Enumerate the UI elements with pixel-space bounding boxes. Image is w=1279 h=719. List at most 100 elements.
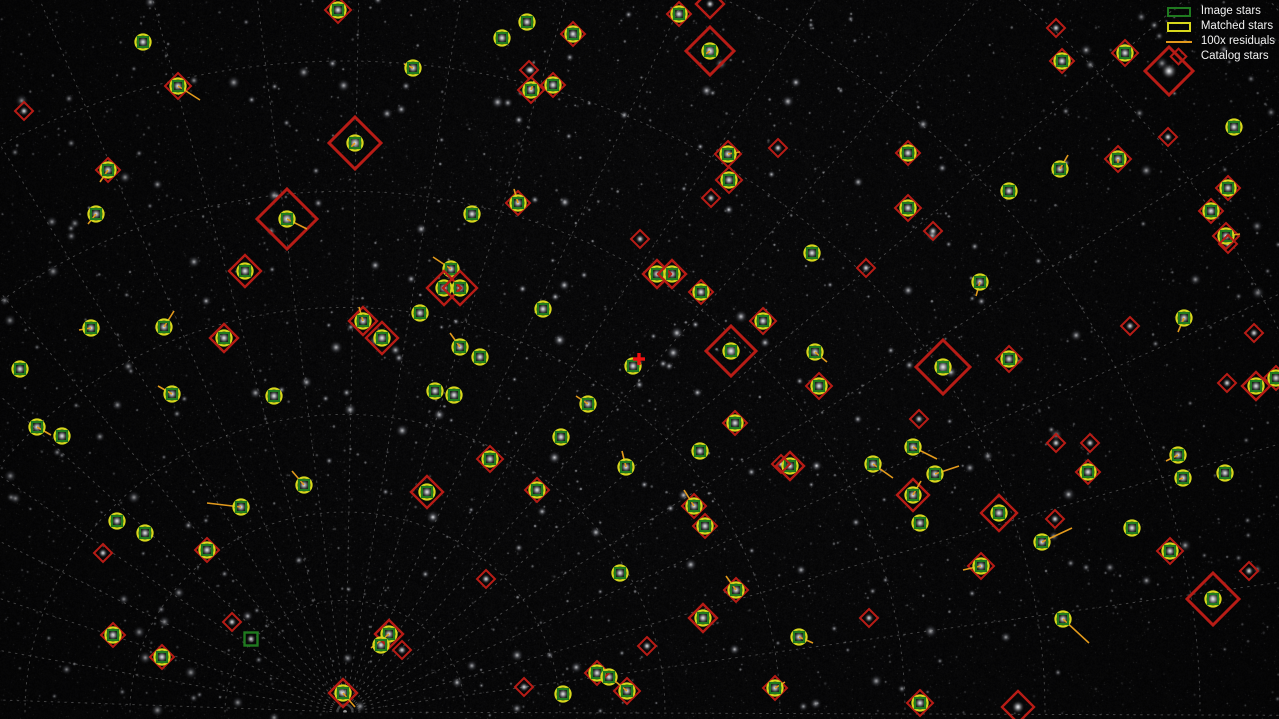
image-star-square [866,457,880,471]
matched-star-circle [701,42,719,60]
catalog-star-diamond [326,114,384,172]
catalog-star-diamond [636,635,658,657]
catalog-star-diamond [913,337,973,397]
matched-star-circle [618,682,636,700]
matched-star-circle [1054,610,1072,628]
image-star-square [805,246,819,260]
image-star-square [1206,592,1220,606]
catalog-star-diamond [364,320,400,356]
matched-star-circle [1247,377,1265,395]
matched-star-circle [329,1,347,19]
image-star-square [1227,120,1241,134]
matched-star-circle [426,382,444,400]
catalog-star-diamond [1000,689,1036,719]
residual-line [432,256,452,270]
image-star-square [1035,535,1049,549]
matched-star-circle [806,343,824,361]
catalog-star-diamond [694,0,726,20]
matched-star-circle [1174,469,1192,487]
catalog-star-diamond [193,536,221,564]
matched-star-circle [451,338,469,356]
catalog-star-diamond [1216,372,1238,394]
catalog-star-diamond [163,71,193,101]
image-star-square [453,281,467,295]
matched-star-circle [971,273,989,291]
image-star-square [89,207,103,221]
matched-star-circle [334,684,352,702]
matched-star-circle [354,312,372,330]
catalog-star-diamond [680,492,708,520]
matched-star-circle [528,481,546,499]
catalog-star-diamond [583,659,611,687]
matched-star-circle [972,557,990,575]
matched-star-circle [554,685,572,703]
image-star-square [792,630,806,644]
legend-item-matched-stars: Matched stars [1164,19,1275,34]
image-star-square [155,650,169,664]
matched-star-circle [754,312,772,330]
matched-star-circle [1116,44,1134,62]
image-star-square [138,526,152,540]
legend-item-residuals: 100x residuals [1164,34,1275,49]
image-star-square [530,483,544,497]
residual-line [683,489,695,507]
image-star-square [556,687,570,701]
matched-star-circle [1079,463,1097,481]
matched-star-circle [445,386,463,404]
matched-star-circle [1000,350,1018,368]
image-star-square [1171,448,1185,462]
catalog-star-diamond [1240,370,1272,402]
matched-star-circle [346,134,364,152]
image-star-square [619,460,633,474]
matched-star-circle [134,33,152,51]
image-star-square [756,314,770,328]
image-star-square [437,281,451,295]
matched-star-circle [552,428,570,446]
image-star-square [928,467,942,481]
matched-star-circle [810,377,828,395]
image-star-square [465,207,479,221]
image-star-square [536,302,550,316]
image-star-square [1081,465,1095,479]
image-star-square [1218,466,1232,480]
residual-line [962,565,982,571]
matched-star-circle [611,564,629,582]
matched-star-circle [153,648,171,666]
matched-star-circle [509,194,527,212]
image-star-square [1053,162,1067,176]
matched-star-circle [670,5,688,23]
catalog-star-diamond [441,269,479,307]
legend-label-residuals: 100x residuals [1200,34,1275,47]
image-star-square [374,638,388,652]
catalog-star-diamond [905,688,935,718]
image-star-square [626,359,640,373]
matched-star-circle [404,59,422,77]
matched-star-circle [380,625,398,643]
matched-star-circle [790,628,808,646]
matched-star-circle [904,438,922,456]
catalog-star-diamond [1184,570,1242,628]
matched-star-circle [722,342,740,360]
matched-star-circle [87,205,105,223]
matched-star-circle [766,679,784,697]
image-star-square [447,388,461,402]
legend-label-image-stars: Image stars [1200,4,1261,17]
matched-star-circle [215,329,233,347]
image-star-square [1176,471,1190,485]
catalog-star-diamond [13,100,35,122]
matched-star-circle [236,262,254,280]
image-star-square [243,631,259,647]
catalog-star-diamond [254,186,320,252]
image-star-square [106,628,120,642]
catalog-star-diamond [99,621,127,649]
matched-star-circle [28,418,46,436]
catalog-star-diamond [908,408,930,430]
matched-star-circle [522,81,540,99]
catalog-star-diamond [966,551,996,581]
image-star-square [602,670,616,684]
image-star-square [974,559,988,573]
matched-star-circle [99,161,117,179]
catalog-star-diamond [1044,508,1066,530]
image-star-square [901,146,915,160]
